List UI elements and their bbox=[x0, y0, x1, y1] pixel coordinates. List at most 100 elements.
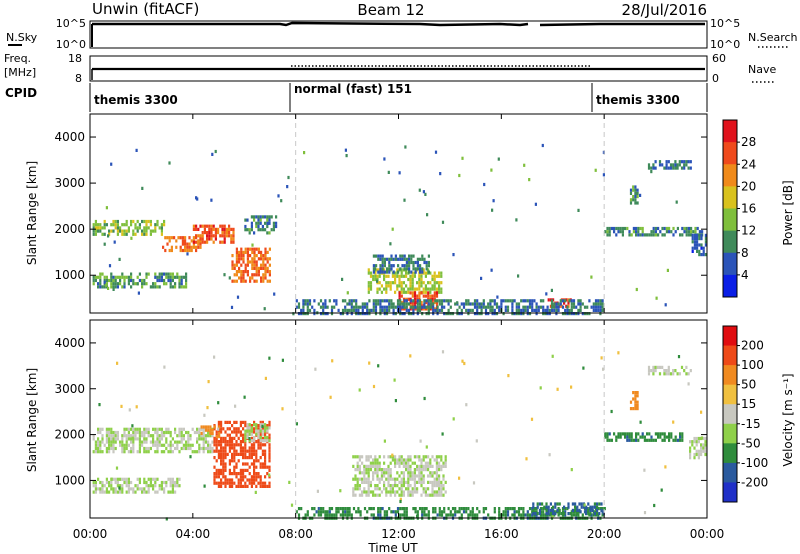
data-cell bbox=[413, 490, 416, 494]
data-cell bbox=[637, 230, 640, 234]
freq-right-bottom-tick: 0 bbox=[712, 72, 719, 85]
data-cell bbox=[215, 475, 218, 479]
data-cell bbox=[248, 429, 251, 433]
data-cell bbox=[210, 227, 213, 231]
data-cell bbox=[372, 384, 376, 389]
data-cell bbox=[383, 471, 386, 475]
data-cell bbox=[539, 507, 543, 511]
data-cell bbox=[504, 510, 507, 514]
data-cell bbox=[125, 229, 128, 233]
data-cell bbox=[398, 480, 401, 484]
data-cell bbox=[429, 461, 432, 465]
data-cell bbox=[333, 305, 336, 309]
data-cell bbox=[517, 274, 520, 278]
data-cell bbox=[396, 305, 400, 309]
data-cell bbox=[556, 502, 559, 506]
data-cell bbox=[438, 281, 441, 285]
data-cell bbox=[613, 230, 616, 234]
data-cell bbox=[416, 305, 419, 309]
noise-right-bottom-tick: 10^0 bbox=[710, 38, 740, 51]
data-cell bbox=[596, 512, 599, 516]
data-cell bbox=[388, 507, 391, 511]
data-cell bbox=[344, 513, 347, 517]
data-cell bbox=[440, 287, 443, 291]
data-cell bbox=[132, 440, 135, 444]
data-cell bbox=[409, 468, 412, 472]
data-cell bbox=[496, 295, 499, 299]
data-cell bbox=[92, 232, 95, 236]
data-cell bbox=[542, 510, 545, 514]
data-cell bbox=[116, 434, 119, 438]
data-cell bbox=[198, 427, 201, 431]
data-cell bbox=[248, 449, 251, 453]
data-cell bbox=[405, 260, 408, 265]
data-cell bbox=[700, 243, 703, 247]
data-cell bbox=[553, 302, 556, 306]
data-cell bbox=[138, 430, 141, 435]
data-cell bbox=[103, 285, 106, 289]
data-cell bbox=[431, 490, 434, 494]
data-cell bbox=[412, 507, 415, 511]
data-cell bbox=[244, 452, 247, 456]
power-gridlines bbox=[295, 114, 605, 313]
data-cell bbox=[257, 440, 260, 444]
data-cell bbox=[698, 233, 701, 237]
data-cell bbox=[210, 237, 213, 241]
data-cell bbox=[413, 484, 416, 488]
data-cell bbox=[427, 305, 430, 309]
data-cell bbox=[326, 305, 329, 309]
data-cell bbox=[233, 443, 236, 447]
data-cell bbox=[407, 461, 410, 465]
cpid-segment-3: themis 3300 bbox=[596, 93, 680, 107]
data-cell bbox=[261, 465, 264, 469]
data-cell bbox=[522, 308, 525, 312]
data-cell bbox=[365, 464, 368, 468]
data-cell bbox=[422, 271, 425, 275]
data-cell bbox=[206, 240, 209, 244]
data-cell bbox=[222, 456, 225, 460]
data-cell bbox=[280, 199, 283, 203]
data-cell bbox=[372, 277, 375, 282]
data-cell bbox=[136, 275, 139, 279]
data-cell bbox=[130, 278, 133, 283]
data-cell bbox=[257, 250, 260, 254]
data-cell bbox=[515, 308, 518, 312]
data-cell bbox=[641, 230, 644, 234]
data-cell bbox=[405, 257, 408, 261]
data-cell bbox=[531, 507, 534, 511]
data-cell bbox=[369, 271, 373, 275]
data-cell bbox=[458, 173, 461, 178]
data-cell bbox=[248, 456, 251, 460]
data-cell bbox=[429, 299, 433, 303]
data-cell bbox=[174, 427, 177, 431]
data-cell bbox=[409, 493, 412, 497]
data-cell bbox=[387, 480, 390, 484]
data-cell bbox=[242, 468, 245, 472]
data-cell bbox=[418, 471, 421, 475]
data-cell bbox=[188, 245, 191, 249]
data-cell bbox=[465, 507, 468, 511]
data-cell bbox=[211, 152, 214, 156]
data-cell bbox=[181, 239, 184, 243]
data-cell bbox=[92, 223, 95, 227]
data-cell bbox=[567, 512, 570, 516]
data-cell bbox=[363, 477, 366, 481]
data-cell bbox=[114, 477, 117, 481]
data-cell bbox=[185, 278, 188, 283]
data-cell bbox=[413, 461, 416, 465]
data-cell bbox=[116, 437, 119, 441]
data-cell bbox=[661, 432, 664, 436]
data-cell bbox=[376, 477, 379, 481]
data-cell bbox=[394, 257, 397, 261]
data-cell bbox=[235, 452, 238, 456]
data-cell bbox=[517, 312, 521, 316]
data-cell bbox=[94, 226, 97, 230]
data-cell bbox=[127, 437, 130, 441]
data-cell bbox=[555, 308, 558, 312]
data-cell bbox=[158, 272, 161, 276]
data-cell bbox=[141, 434, 144, 438]
data-cell bbox=[700, 443, 703, 447]
data-cell bbox=[696, 249, 699, 253]
data-cell bbox=[442, 487, 445, 491]
data-cell bbox=[199, 234, 202, 238]
